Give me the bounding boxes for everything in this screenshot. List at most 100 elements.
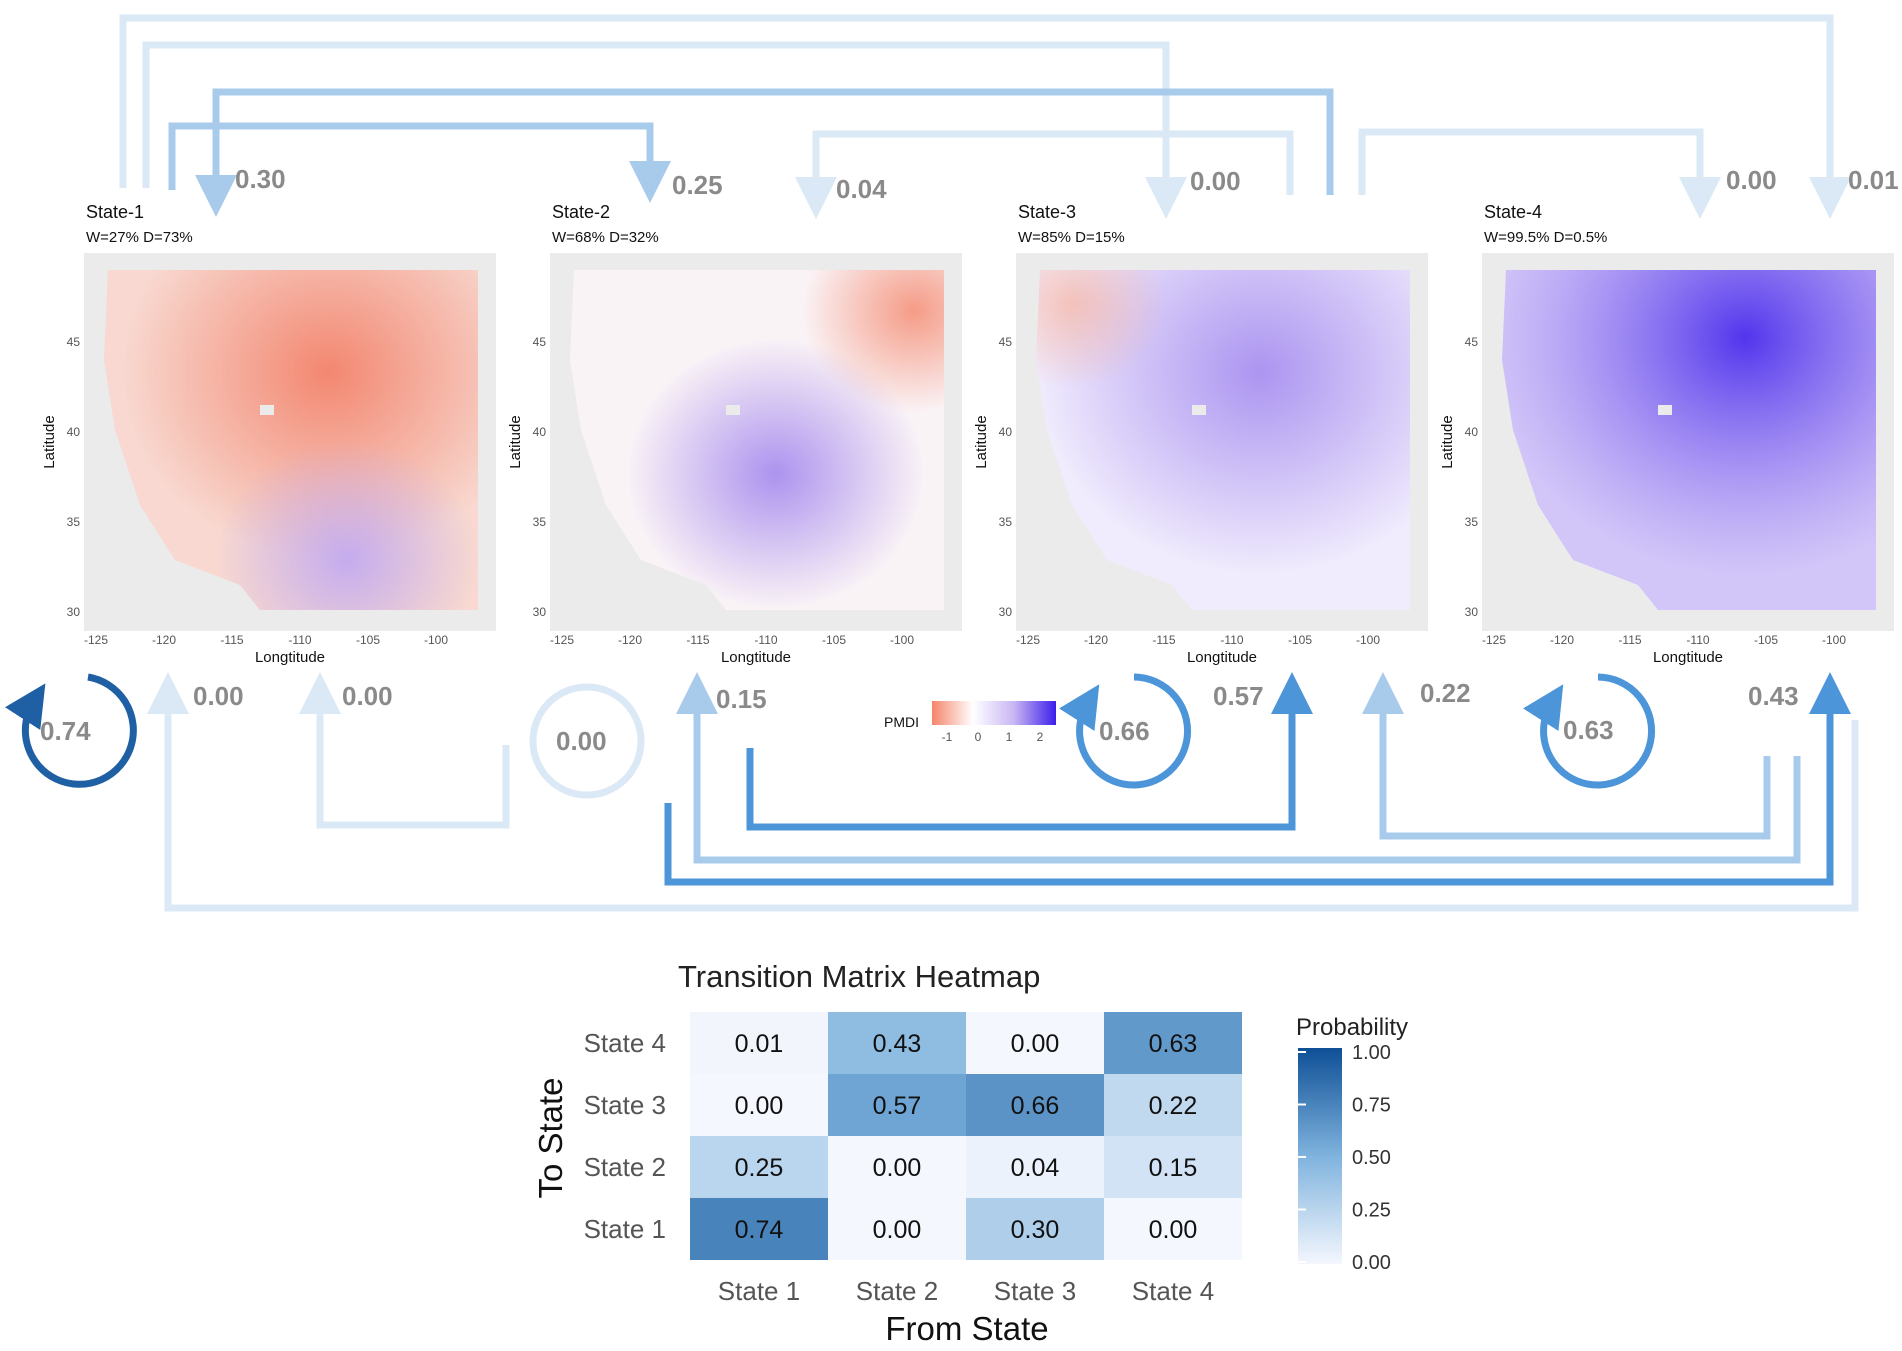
x-tick-label: -125 [550,633,574,647]
heatmap-cell [828,1198,966,1260]
arrow-state4-to-state3 [1362,672,1771,840]
pmdi-tick: 2 [1037,730,1044,744]
self-loop-state4 [1523,673,1656,789]
arrow-state1-to-state3 [142,41,1187,219]
map-axis-panel-1: -125 -120 -115 -110 -105 -100 45 40 35 30 Longtitu… [41,335,448,666]
x-tick-label: -120 [1550,633,1574,647]
y-tick-label: 40 [999,425,1013,439]
x-axis-title: Longtitude [721,649,791,666]
heatmap-cell-label: 0.00 [1149,1216,1198,1244]
self-loop-state1 [4,673,137,788]
y-axis-title: Latitude [973,415,990,468]
state-title: State-3 [1018,202,1076,222]
heatmap-cell [828,1074,966,1136]
heatmap-cells: 0.74 0.25 0.00 0.01 0.00 0.00 0.57 0.43 0.30 0.04… [584,1012,1242,1306]
pmdi-legend: PMDI -1 0 1 2 [884,701,1056,744]
pmdi-gradient [932,701,1056,725]
pmdi-legend-label: PMDI [884,714,919,730]
y-tick-label: 30 [999,605,1013,619]
y-tick-label: 40 [1465,425,1479,439]
x-tick-label: -105 [356,633,380,647]
x-tick-label: -120 [618,633,642,647]
heatmap-cell-label: 0.25 [735,1154,784,1182]
y-tick-label: 45 [1465,335,1479,349]
heatmap-cell-label: 0.43 [873,1030,922,1058]
heatmap-y-tick: State 1 [584,1214,666,1244]
x-tick-label: -115 [220,633,243,647]
top-label-2: 0.04 [836,174,887,204]
legend-title: Probability [1296,1014,1408,1041]
legend-tick-label: 0.75 [1352,1095,1391,1117]
self-loops [4,673,1656,799]
self-label-3: 0.66 [1099,716,1150,746]
map-axis-panel-3: -125 -120 -115 -110 -105 -100 45 40 35 30 Longtitu… [973,335,1380,666]
heatmap-cell [690,1074,828,1136]
state-weights: W=68% D=32% [552,229,659,246]
top-label-5: 0.01 [1848,165,1899,195]
x-tick-label: -110 [754,633,777,647]
heatmap-cell [1104,1074,1242,1136]
x-tick-label: -110 [288,633,311,647]
heatmap-cell-label: 0.00 [1011,1030,1060,1058]
bottom-label-3: 0.57 [1213,681,1264,711]
heatmap-ylabel: To State [532,1077,569,1198]
heatmap-x-tick: State 2 [856,1276,938,1306]
y-axis-title: Latitude [1439,415,1456,468]
y-tick-label: 35 [999,515,1013,529]
heatmap-y-tick: State 3 [584,1090,666,1120]
x-axis-title: Longtitude [255,649,325,666]
y-tick-label: 30 [533,605,547,619]
state-panel-4: State-4 W=99.5% D=0.5% [1482,202,1894,631]
pmdi-tick: -1 [942,730,953,744]
top-transition-arrows [119,14,1851,219]
top-label-4: 0.00 [1726,165,1777,195]
heatmap-cell [1104,1198,1242,1260]
arrow-state2-to-state4 [664,672,1851,886]
top-label-0: 0.30 [235,164,286,194]
y-tick-label: 45 [67,335,81,349]
x-tick-label: -120 [152,633,176,647]
heatmap-cell [828,1012,966,1074]
heatmap-title: Transition Matrix Heatmap [678,959,1040,994]
y-tick-label: 35 [533,515,547,529]
heatmap-cell-label: 0.15 [1149,1154,1198,1182]
state-title: State-1 [86,202,144,222]
y-tick-label: 40 [533,425,547,439]
heatmap-cell [966,1012,1104,1074]
legend-tick-label: 0.50 [1352,1147,1391,1169]
x-tick-label: -100 [1822,633,1846,647]
heatmap-cell-label: 0.30 [1011,1216,1060,1244]
legend-tick-label: 0.25 [1352,1200,1391,1222]
y-tick-label: 35 [67,515,81,529]
state-panel-3: State-3 W=85% D=15% [1016,202,1428,631]
x-tick-label: -115 [686,633,709,647]
top-label-1: 0.25 [672,170,723,200]
self-label-1: 0.74 [40,716,91,746]
state-panel-2: State-2 W=68% D=32% [550,202,962,631]
arrow-state2-to-state3 [746,672,1313,831]
x-tick-label: -105 [822,633,846,647]
bottom-label-4: 0.22 [1420,678,1471,708]
bottom-label-2: 0.15 [716,684,767,714]
y-tick-label: 45 [999,335,1013,349]
y-tick-label: 40 [67,425,81,439]
state-panel-1: State-1 W=27% D=73% [84,202,496,631]
arrow-state3-to-state2 [795,130,1294,219]
heatmap-cell [1104,1012,1242,1074]
heatmap-y-tick: State 2 [584,1152,666,1182]
state-title: State-2 [552,202,610,222]
x-tick-label: -125 [1482,633,1506,647]
bottom-label-5: 0.43 [1748,681,1799,711]
x-axis-title: Longtitude [1187,649,1257,666]
x-tick-label: -110 [1220,633,1243,647]
map-axes: -125 -120 -115 -110 -105 -100 45 40 35 30 Longtitu… [41,335,1846,666]
heatmap-cell [828,1136,966,1198]
arrow-state4-to-state1 [147,672,1859,912]
bottom-label-0: 0.00 [193,681,244,711]
x-tick-label: -110 [1686,633,1709,647]
heatmap-x-tick: State 3 [994,1276,1076,1306]
heatmap-cell [966,1198,1104,1260]
heatmap-cell-label: 0.63 [1149,1030,1198,1058]
state-title: State-4 [1484,202,1542,222]
pmdi-tick: 0 [975,730,982,744]
